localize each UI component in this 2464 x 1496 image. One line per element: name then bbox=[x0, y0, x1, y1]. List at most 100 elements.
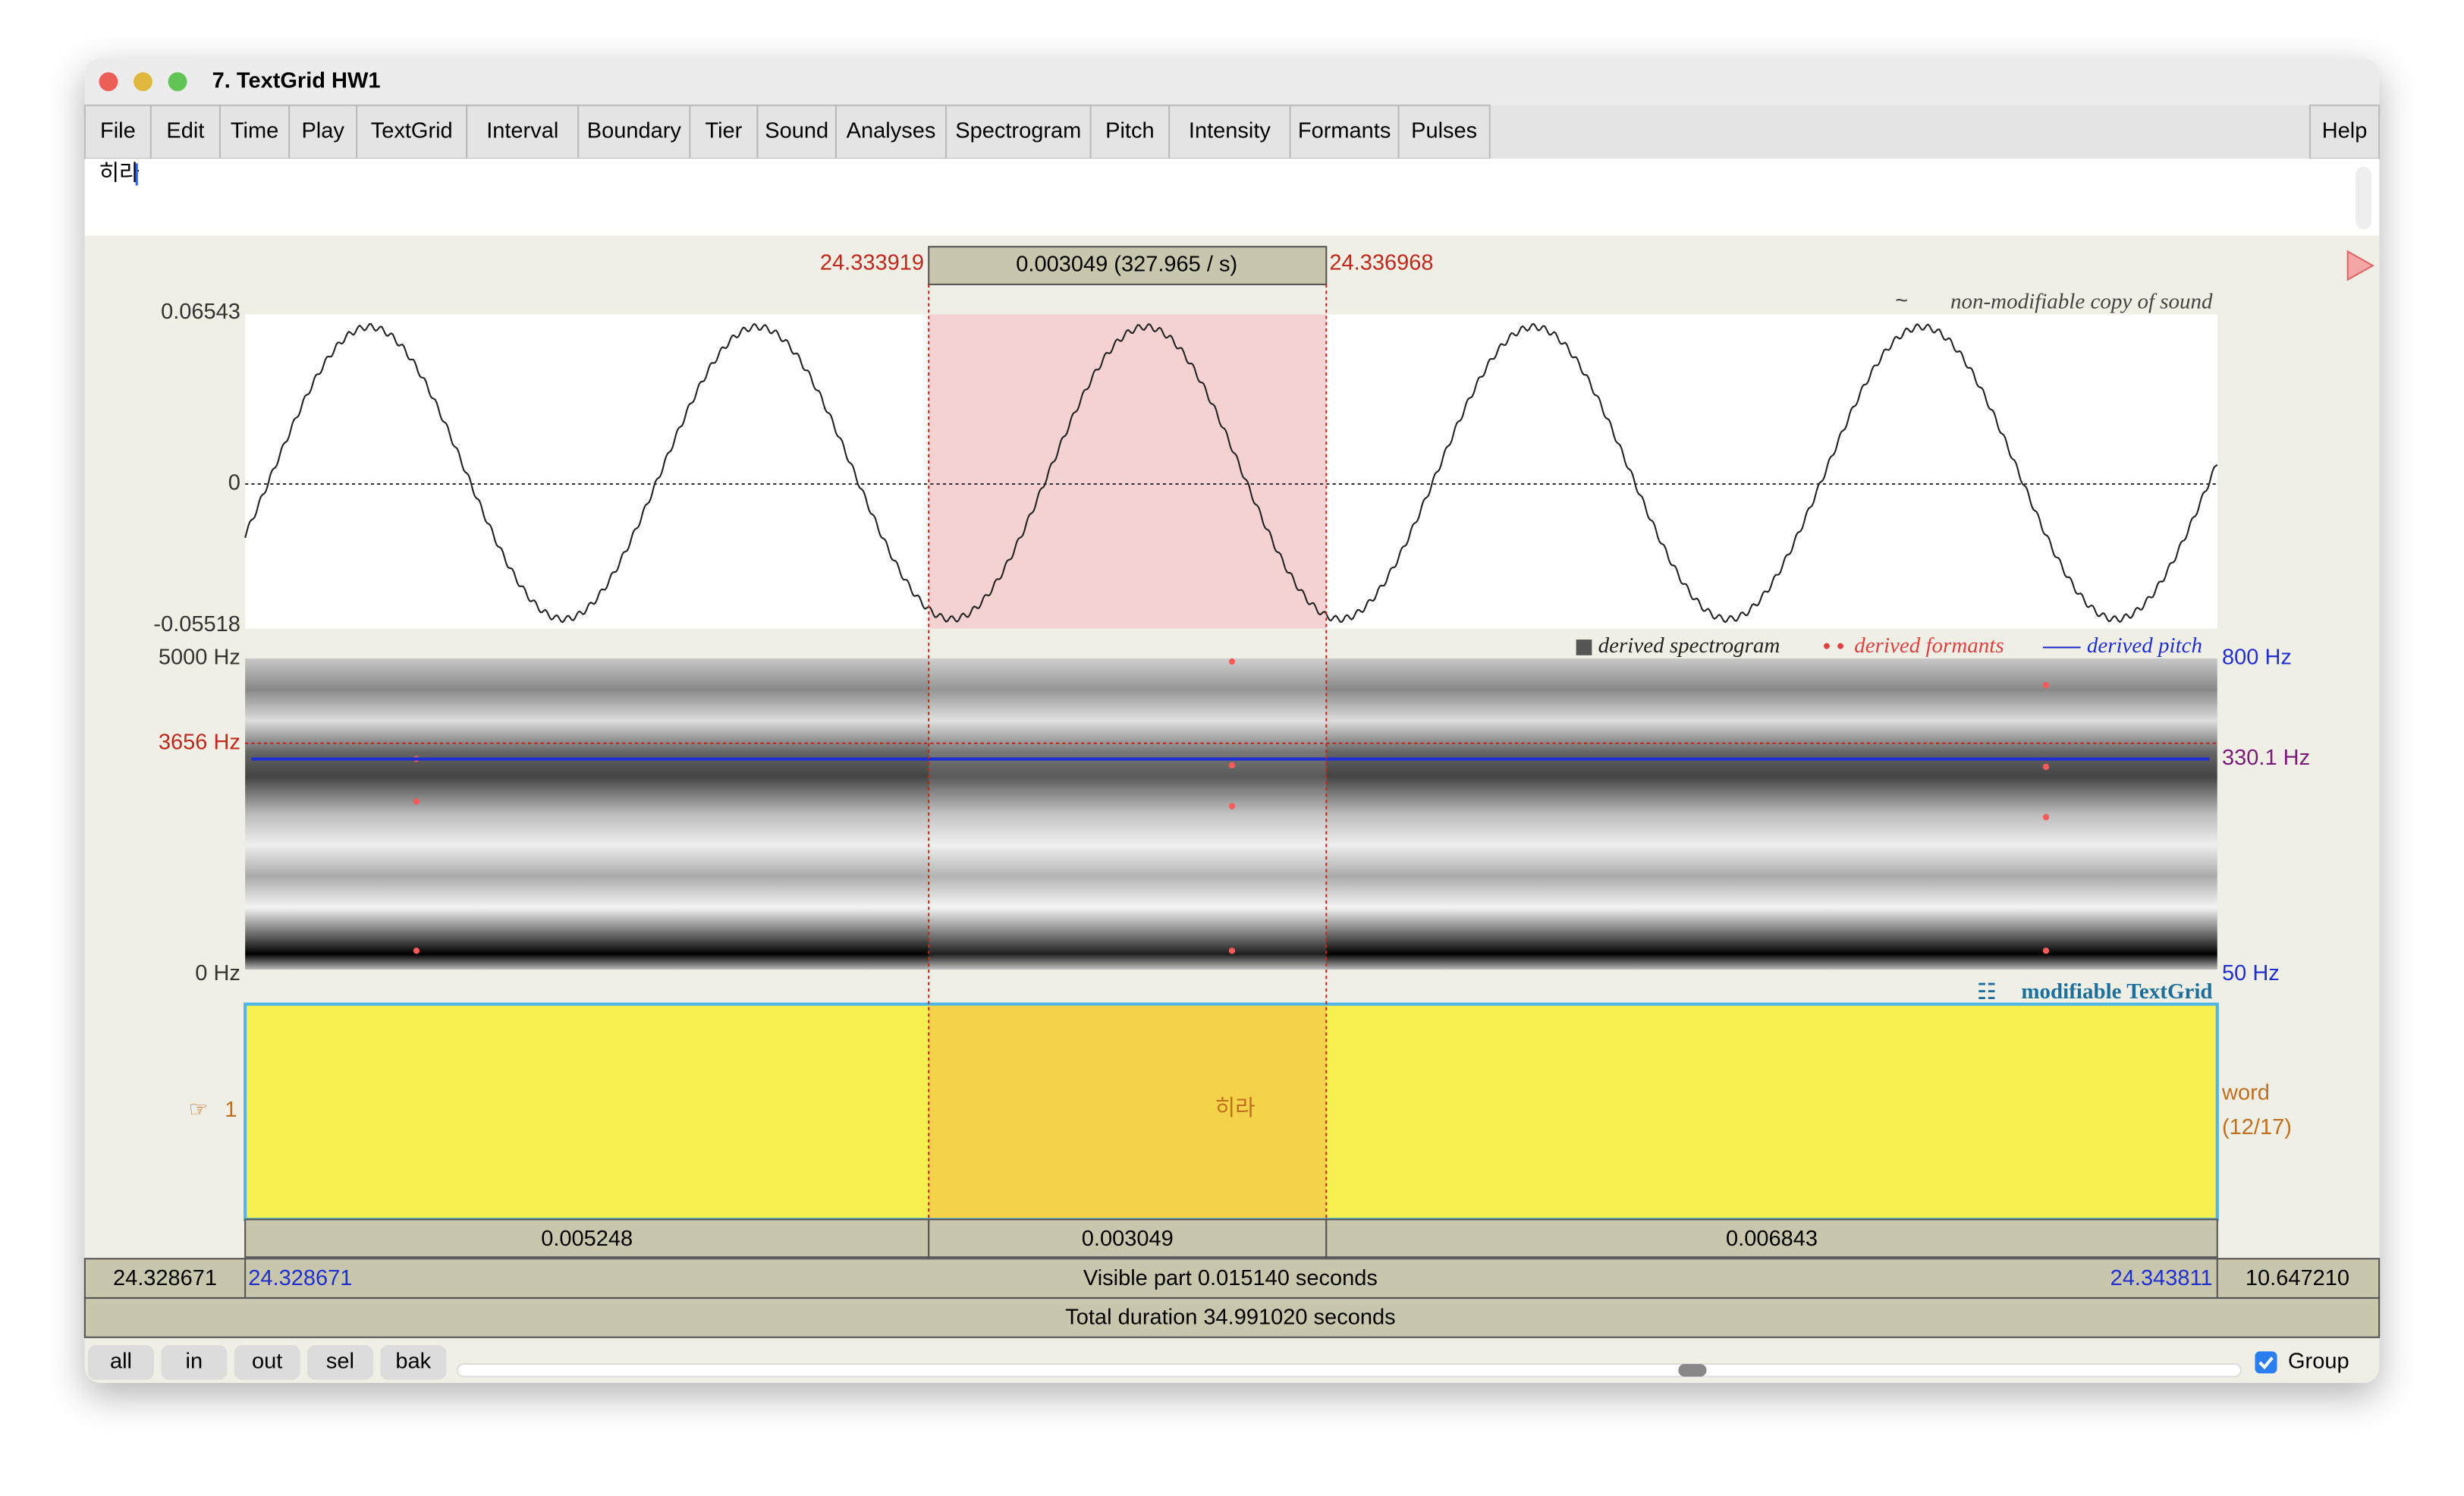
visible-end: 24.343811 bbox=[2110, 1266, 2213, 1290]
selected-interval[interactable] bbox=[929, 1005, 1327, 1218]
text-scrollbar bbox=[2356, 166, 2371, 230]
selection-end: 24.336968 bbox=[1329, 251, 1433, 275]
menu-item[interactable] bbox=[834, 104, 948, 160]
window: 7. TextGrid HW1 File Edit Time Play TextGrid… bbox=[83, 58, 2381, 1383]
menu-label[interactable]: Pitch bbox=[1105, 119, 1154, 143]
menu-item[interactable] bbox=[689, 104, 759, 160]
visible-text[interactable]: Visible part 0.015140 seconds bbox=[1083, 1266, 1378, 1290]
text-field-content: 히라 bbox=[99, 161, 140, 186]
zoom-button[interactable] bbox=[234, 1345, 300, 1380]
menu-label[interactable]: TextGrid bbox=[371, 119, 453, 143]
menu-label[interactable]: File bbox=[100, 119, 136, 143]
zoom-button[interactable] bbox=[161, 1345, 228, 1380]
play-arrow[interactable] bbox=[2346, 250, 2374, 281]
spectrogram-legend: derived spectrogram bbox=[1598, 633, 1780, 658]
help-menu-label[interactable]: Help bbox=[2322, 119, 2368, 143]
formants-legend: derived formants bbox=[1854, 633, 2004, 658]
visible-start: 24.328671 bbox=[248, 1266, 352, 1290]
formant-point bbox=[2042, 682, 2050, 689]
pitch-min: 50 Hz bbox=[2222, 961, 2280, 985]
menu-label[interactable]: Sound bbox=[765, 119, 828, 143]
duration-cell[interactable] bbox=[1325, 1218, 2218, 1259]
menu-label[interactable]: Time bbox=[231, 119, 278, 143]
formants-legend-icon: • • bbox=[1823, 634, 1844, 658]
spectrogram-cursor: 3656 Hz bbox=[159, 730, 240, 754]
tier-name: word bbox=[2221, 1080, 2270, 1105]
menu-label[interactable]: Spectrogram bbox=[955, 119, 1081, 143]
zoom-button[interactable] bbox=[168, 72, 187, 92]
duration-cell[interactable] bbox=[244, 1218, 930, 1259]
textgrid-label: modifiable TextGrid bbox=[2021, 979, 2212, 1004]
pitch-value: 330.1 Hz bbox=[2222, 746, 2310, 770]
menu-label[interactable]: Analyses bbox=[847, 119, 936, 143]
formant-point bbox=[413, 948, 420, 954]
spectrogram-selection bbox=[929, 658, 1327, 970]
spectrogram bbox=[245, 658, 2217, 970]
duration-label: 0.003049 bbox=[1082, 1227, 1174, 1251]
visible-left[interactable]: 24.328671 bbox=[113, 1266, 217, 1290]
menu-item[interactable] bbox=[1089, 104, 1171, 160]
scrollbar-track[interactable] bbox=[456, 1362, 2242, 1378]
zoom-button[interactable] bbox=[88, 1345, 154, 1380]
formant-point bbox=[2042, 948, 2050, 954]
menu-item[interactable] bbox=[1397, 104, 1491, 160]
selection-duration-box[interactable] bbox=[928, 246, 1328, 285]
menu-item[interactable] bbox=[756, 104, 838, 160]
zoom-button-label[interactable]: in bbox=[186, 1350, 203, 1374]
sound-zero: 0 bbox=[228, 471, 240, 495]
sound-icon: ~ bbox=[1895, 288, 1908, 313]
group-label[interactable]: Group bbox=[2288, 1350, 2349, 1374]
title-bar bbox=[84, 58, 2380, 105]
total-duration: Total duration 34.991020 seconds bbox=[1065, 1306, 1395, 1330]
menu-item[interactable] bbox=[83, 104, 152, 160]
selection-duration: 0.003049 (327.965 / s) bbox=[1016, 253, 1237, 277]
menu-label[interactable]: Play bbox=[301, 119, 344, 143]
menu-label[interactable]: Interval bbox=[486, 119, 558, 143]
tier-count: (12/17) bbox=[2222, 1115, 2292, 1139]
sound-ymax: 0.06543 bbox=[161, 300, 240, 324]
spectrogram-legend-icon bbox=[1576, 640, 1592, 655]
zoom-button[interactable] bbox=[380, 1345, 447, 1380]
visible-right[interactable]: 10.647210 bbox=[2246, 1266, 2349, 1290]
text-field[interactable] bbox=[84, 159, 2380, 236]
zoom-button-label[interactable]: bak bbox=[395, 1350, 431, 1374]
duration-label: 0.005248 bbox=[541, 1227, 633, 1251]
spectrogram-fmax: 5000 Hz bbox=[159, 646, 240, 670]
formant-point bbox=[1228, 658, 1236, 665]
zoom-button-label[interactable]: all bbox=[110, 1350, 132, 1374]
checkmark bbox=[2258, 1356, 2274, 1370]
group-checkbox[interactable] bbox=[2255, 1351, 2277, 1374]
menu-item[interactable] bbox=[577, 104, 691, 160]
close-button[interactable] bbox=[99, 72, 118, 92]
duration-label: 0.006843 bbox=[1726, 1227, 1818, 1251]
menu-label[interactable]: Boundary bbox=[587, 119, 682, 143]
total-bar[interactable] bbox=[83, 1296, 2381, 1338]
pitch-max: 800 Hz bbox=[2222, 646, 2292, 670]
tier-number[interactable]: 1 bbox=[225, 1098, 237, 1122]
zoom-button-label[interactable]: sel bbox=[326, 1350, 354, 1374]
minimize-button[interactable] bbox=[134, 72, 152, 92]
menu-label[interactable]: Edit bbox=[166, 119, 204, 143]
zoom-button-label[interactable]: out bbox=[252, 1350, 282, 1374]
pitch-legend: derived pitch bbox=[2087, 633, 2202, 658]
textgrid-icon: ☷ bbox=[1977, 980, 1997, 1004]
menu-label[interactable]: Pulses bbox=[1411, 119, 1477, 143]
waveform bbox=[244, 322, 2218, 624]
menu-label[interactable]: Intensity bbox=[1189, 119, 1271, 143]
sound-ymin: -0.05518 bbox=[153, 612, 240, 636]
spectrogram-fmin: 0 Hz bbox=[195, 961, 240, 985]
duration-cell[interactable] bbox=[928, 1218, 1328, 1259]
formant-point bbox=[1228, 803, 1236, 809]
selection-start: 24.333919 bbox=[820, 251, 924, 275]
tier-pointer: ☞ bbox=[189, 1098, 209, 1122]
menu-label[interactable]: Formants bbox=[1298, 119, 1391, 143]
visible-bar bbox=[83, 1258, 2381, 1300]
help-menu[interactable] bbox=[2308, 104, 2381, 160]
menu-item[interactable] bbox=[1289, 104, 1400, 160]
formant-point bbox=[1228, 948, 1236, 954]
zoom-button[interactable] bbox=[306, 1345, 373, 1380]
scrollbar-thumb[interactable] bbox=[1678, 1364, 1707, 1377]
menu-label[interactable]: Tier bbox=[705, 119, 742, 143]
